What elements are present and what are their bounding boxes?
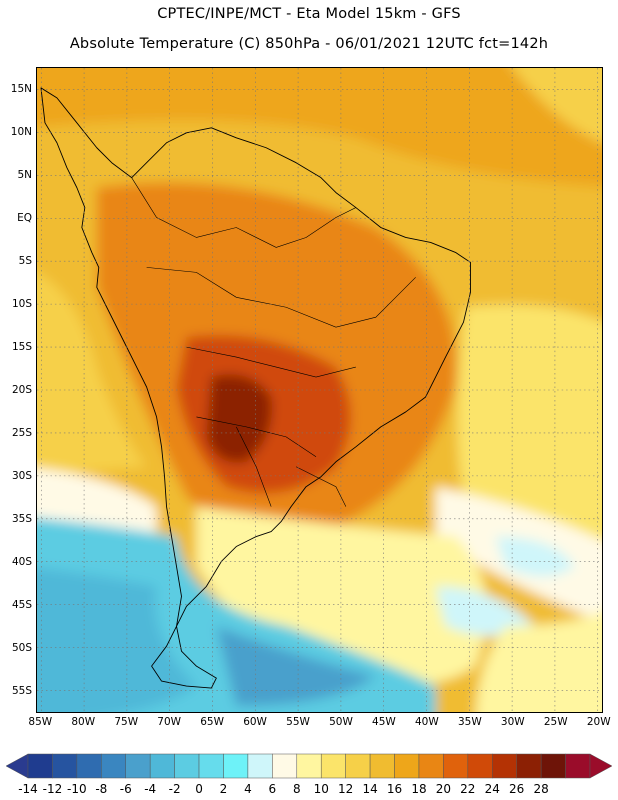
latitude-label: 50S — [11, 642, 32, 655]
colorbar-label: 26 — [509, 782, 525, 796]
latitude-label: 10S — [11, 297, 32, 310]
colorbar-swatch — [76, 753, 102, 779]
colorbar-swatch — [516, 753, 542, 779]
colorbar-swatch — [540, 753, 566, 779]
colorbar-label: 18 — [411, 782, 427, 796]
colorbar-swatch — [223, 753, 249, 779]
map-title-line-1: CPTEC/INPE/MCT - Eta Model 15km - GFS — [157, 6, 461, 22]
colorbar-swatch — [345, 753, 371, 779]
latitude-label: 5N — [17, 168, 32, 181]
colorbar-label: 16 — [386, 782, 403, 796]
colorbar-label: -4 — [144, 782, 157, 796]
colorbar-swatch — [320, 753, 346, 779]
country-borders — [131, 177, 416, 507]
color-scale-bar — [6, 753, 612, 779]
longitude-label: 75W — [114, 716, 139, 728]
colorbar-label: 12 — [338, 782, 354, 796]
colorbar-high-arrow — [589, 753, 612, 779]
colorbar-swatch — [565, 753, 591, 779]
colorbar-label: 14 — [362, 782, 378, 796]
colorbar-swatch — [247, 753, 273, 779]
longitude-label: 40W — [415, 716, 439, 728]
latitude-label: 40S — [11, 556, 32, 569]
colorbar-label: -6 — [119, 782, 132, 796]
latitude-label: 35S — [11, 513, 32, 526]
colorbar-low-arrow — [6, 753, 29, 779]
colorbar-label: 10 — [313, 782, 329, 796]
colorbar-swatch — [125, 753, 151, 779]
map-title-line-2: Absolute Temperature (C) 850hPa - 06/01/… — [69, 36, 549, 52]
longitude-label: 85W — [28, 716, 53, 728]
colorbar-label: 28 — [533, 782, 549, 796]
colorbar-swatch — [443, 753, 469, 779]
colorbar-swatch — [369, 753, 395, 779]
colorbar-swatch — [101, 753, 126, 779]
field-se-corner — [475, 611, 602, 712]
colorbar-swatch — [174, 753, 200, 779]
colorbar-swatch — [394, 753, 420, 779]
latitude-label: 20S — [11, 384, 32, 396]
longitude-label: 80W — [71, 716, 96, 728]
colorbar-swatch — [296, 753, 322, 779]
graticule — [37, 68, 602, 712]
colorbar-label: 2 — [219, 782, 228, 796]
colorbar-label: -12 — [42, 782, 63, 796]
latitude-label: 25S — [11, 427, 32, 440]
latitude-label: 10N — [10, 125, 32, 138]
map-canvas — [37, 68, 602, 712]
colorbar-swatch — [467, 753, 493, 779]
colorbar-label: 6 — [268, 782, 277, 796]
colorbar-label: 22 — [460, 782, 476, 796]
colorbar-label: 4 — [244, 782, 252, 796]
south-america-outline — [40, 87, 471, 689]
longitude-label: 65W — [200, 716, 224, 728]
colorbar-swatch — [272, 753, 298, 779]
colorbar-swatch — [149, 753, 175, 779]
colorbar-label: 24 — [484, 782, 500, 796]
field-pale-blob-1 — [435, 586, 536, 637]
colorbar-label: 20 — [435, 782, 452, 796]
longitude-label: 55W — [286, 716, 310, 728]
latitude-label: 45S — [11, 599, 32, 612]
colorbar-label: 8 — [292, 782, 301, 796]
colorbar-swatch — [27, 753, 53, 779]
field-cold-pocket — [216, 626, 376, 707]
colorbar-swatch — [492, 753, 517, 779]
colorbar-label: 0 — [195, 782, 203, 796]
latitude-label: 15N — [10, 82, 32, 95]
longitude-label: 25W — [543, 716, 568, 728]
latitude-label: 55S — [11, 685, 32, 698]
latitude-label: EQ — [17, 211, 32, 224]
latitude-label: 15S — [11, 340, 32, 353]
field-cold-deep — [37, 567, 197, 712]
longitude-label: 30W — [500, 716, 525, 728]
colorbar-label: -10 — [67, 782, 87, 796]
field-pacific-mid — [37, 272, 147, 476]
longitude-label: 60W — [243, 716, 267, 728]
colorbar-label: -14 — [18, 782, 38, 796]
temperature-map — [36, 67, 603, 713]
latitude-label: 30S — [11, 470, 32, 483]
colorbar-swatch — [198, 753, 224, 779]
longitude-label: 20W — [586, 716, 611, 728]
longitude-label: 35W — [457, 716, 482, 728]
field-ne-corner — [512, 68, 602, 143]
colorbar-swatch — [418, 753, 444, 779]
longitude-label: 70W — [157, 716, 182, 728]
colorbar-label: -8 — [95, 782, 108, 796]
colorbar-label: -2 — [168, 782, 181, 796]
latitude-label: 5S — [18, 254, 32, 267]
colorbar-swatch — [52, 753, 78, 779]
field-north-warm — [37, 68, 602, 187]
longitude-label: 45W — [372, 716, 396, 728]
longitude-label: 50W — [329, 716, 353, 728]
